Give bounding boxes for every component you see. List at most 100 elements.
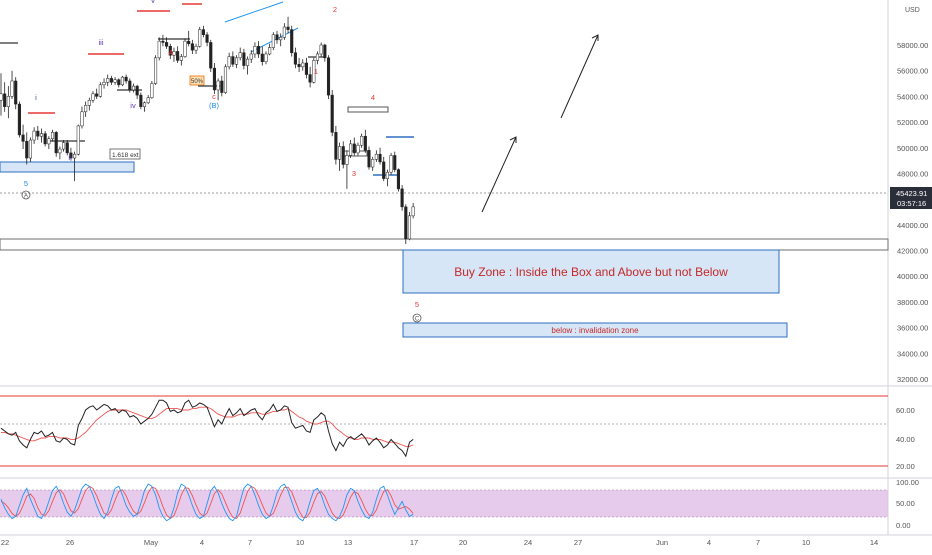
candle-up <box>28 139 32 159</box>
circled-a-icon: A <box>21 190 31 200</box>
candle-down <box>393 155 397 170</box>
candle-up <box>131 85 136 91</box>
invalidation-box[interactable]: below : invalidation zone <box>402 322 788 338</box>
candle-up <box>345 155 349 165</box>
candle-down <box>176 51 180 61</box>
time-axis[interactable]: 22 26 May 4 7 10 13 17 20 24 27 Jun 4 7 10 14 <box>1 538 878 547</box>
wave-label-4: 4 <box>371 93 375 102</box>
candle-up <box>319 44 323 55</box>
candle-down <box>286 26 290 30</box>
currency-label: USD <box>905 7 920 14</box>
rsi-panel <box>0 395 888 467</box>
candle-down <box>212 67 216 91</box>
candle-up <box>50 132 55 140</box>
candle-down <box>168 46 172 56</box>
candle-up <box>246 58 250 66</box>
candle-up <box>238 52 242 59</box>
candle-up <box>223 66 228 93</box>
circled-c-icon: C <box>412 313 422 323</box>
candle-down <box>128 80 132 91</box>
candle-up <box>407 215 412 240</box>
candle-down <box>257 46 261 55</box>
price-tick-label: 54000.00 <box>897 92 928 101</box>
stoch-k-line <box>0 483 414 522</box>
svg-text:60.00: 60.00 <box>896 406 915 415</box>
candle-up <box>73 153 77 159</box>
price-tick-label: 40000.00 <box>897 272 928 281</box>
price-tick-label: 44000.00 <box>897 221 928 230</box>
candlestick-series <box>0 16 415 245</box>
candle-down <box>190 43 194 51</box>
candle-down <box>65 142 69 154</box>
svg-text:40.00: 40.00 <box>896 435 915 444</box>
candle-down <box>205 34 209 43</box>
price-tick-label: 38000.00 <box>897 298 928 307</box>
candle-down <box>161 40 165 43</box>
fib-ext-label: 1.618 ext <box>112 152 139 159</box>
candle-up <box>84 105 88 113</box>
candle-up <box>80 111 84 127</box>
time-tick-label: May <box>144 538 158 547</box>
price-tag-42k <box>890 236 932 246</box>
price-axis[interactable]: 58000.00 56000.00 54000.00 52000.00 50000.00… <box>897 41 928 384</box>
candle-up <box>389 155 393 173</box>
time-tick-label: 13 <box>344 538 352 547</box>
time-tick-label: 10 <box>802 538 810 547</box>
price-tick-label: 50000.00 <box>897 144 928 153</box>
candle-down <box>3 93 7 107</box>
price-tick-label: 48000.00 <box>897 169 928 178</box>
candle-down <box>124 76 128 82</box>
candle-up <box>102 82 106 86</box>
candle-up <box>312 60 316 83</box>
candle-up <box>146 97 150 104</box>
time-tick-label: 24 <box>524 538 532 547</box>
candle-up <box>150 83 154 98</box>
candle-down <box>326 57 331 96</box>
price-tick-label: 42000.00 <box>897 247 928 256</box>
forecast-arrows <box>481 34 599 213</box>
time-tick-label: 7 <box>756 538 760 547</box>
price-tick-label: 34000.00 <box>897 349 928 358</box>
wave-labels: i ii iii iv v A c (B) 5 1 2 3 4 5 <box>24 0 419 309</box>
wave-label-3: 3 <box>352 169 356 178</box>
time-tick-label: Jun <box>656 538 668 547</box>
candle-up <box>47 138 51 145</box>
candle-down <box>260 53 264 62</box>
wave-label-2: 2 <box>333 5 337 14</box>
candle-up <box>194 46 198 51</box>
wave-label-1: 1 <box>314 67 318 76</box>
candle-up <box>264 53 268 62</box>
time-tick-label: 26 <box>66 538 74 547</box>
candle-up <box>113 79 117 83</box>
candle-up <box>279 37 283 41</box>
candle-down <box>135 85 139 96</box>
candle-down <box>14 80 18 105</box>
candle-up <box>268 47 272 55</box>
svg-text:A: A <box>24 194 28 200</box>
candle-up <box>301 62 305 68</box>
candle-up <box>360 135 364 146</box>
candle-down <box>69 152 73 159</box>
candle-down <box>165 42 169 47</box>
candle-down <box>117 79 121 86</box>
wave-label-v: v <box>151 0 155 5</box>
candle-down <box>43 133 47 145</box>
candle-down <box>382 161 386 179</box>
candle-down <box>139 94 143 107</box>
svg-text:20.00: 20.00 <box>896 462 915 471</box>
candle-down <box>396 169 400 190</box>
countdown-value: 03:57:16 <box>897 199 926 208</box>
support-band <box>0 238 889 251</box>
wave-label-5-blue: 5 <box>24 179 28 188</box>
candle-up <box>172 51 176 56</box>
candle-down <box>54 132 58 154</box>
svg-text:50.00: 50.00 <box>896 499 915 508</box>
candle-up <box>120 76 124 86</box>
candle-down <box>304 62 308 75</box>
wave-label-iii: iii <box>99 38 104 47</box>
candle-up <box>411 206 415 217</box>
price-tick-label: 52000.00 <box>897 118 928 127</box>
buy-zone-box[interactable]: Buy Zone : Inside the Box and Above but … <box>402 249 780 294</box>
